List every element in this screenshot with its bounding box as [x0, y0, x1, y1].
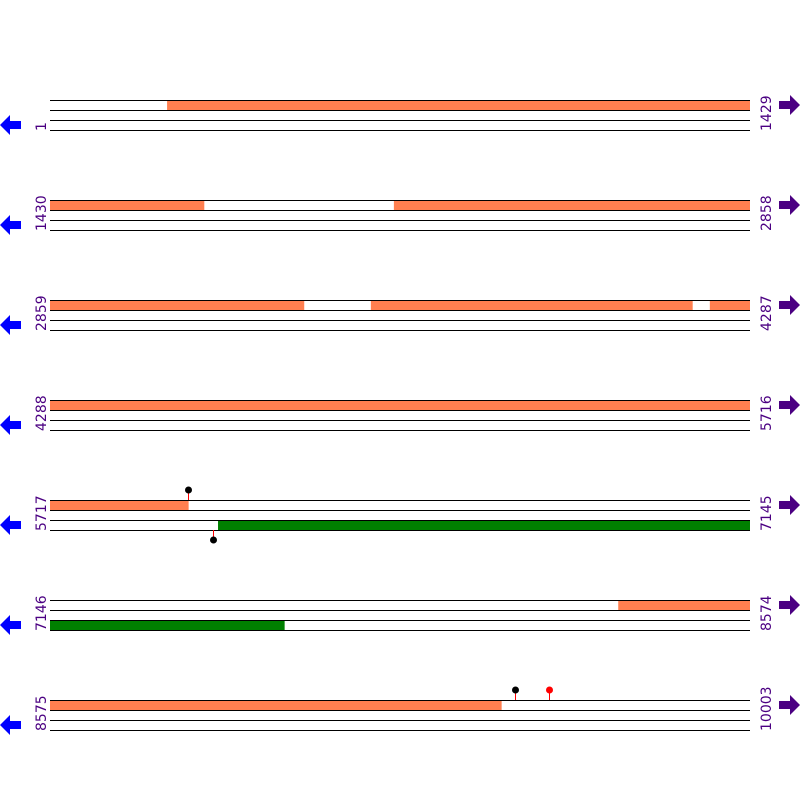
forward-feature	[50, 300, 305, 310]
row-start-label: 2859	[34, 295, 50, 331]
arrow-left-icon	[0, 615, 21, 635]
arrow-right-icon	[779, 295, 800, 315]
arrow-right-icon	[779, 495, 800, 515]
row-start-label: 7146	[34, 595, 50, 631]
arrow-left-icon	[0, 115, 21, 135]
forward-feature	[50, 400, 750, 410]
arrow-left-icon	[0, 515, 21, 535]
reverse-feature	[50, 620, 285, 630]
row-end-label: 8574	[759, 595, 775, 631]
row-start-label: 4288	[34, 395, 50, 431]
site-marker	[210, 536, 217, 544]
forward-feature	[167, 100, 750, 110]
site-marker	[185, 486, 192, 494]
forward-feature	[618, 600, 750, 610]
row-end-label: 4287	[759, 295, 775, 331]
forward-feature	[50, 700, 502, 710]
forward-feature	[370, 300, 693, 310]
site-marker	[546, 686, 553, 694]
row-end-label: 7145	[759, 495, 775, 531]
row-end-label: 1429	[759, 95, 775, 131]
forward-feature	[50, 500, 189, 510]
row-start-label: 1430	[34, 195, 50, 231]
arrow-right-icon	[779, 195, 800, 215]
arrow-right-icon	[779, 95, 800, 115]
forward-feature	[50, 200, 205, 210]
arrow-right-icon	[779, 695, 800, 715]
row-end-label: 10003	[759, 686, 775, 731]
reverse-feature	[218, 520, 750, 530]
arrow-left-icon	[0, 715, 21, 735]
site-marker	[512, 686, 519, 694]
row-start-label: 8575	[34, 695, 50, 731]
arrow-left-icon	[0, 315, 21, 335]
row-start-label: 5717	[34, 495, 50, 531]
arrow-left-icon	[0, 415, 21, 435]
arrow-right-icon	[779, 595, 800, 615]
row-end-label: 5716	[759, 395, 775, 431]
arrow-left-icon	[0, 215, 21, 235]
arrow-right-icon	[779, 395, 800, 415]
row-start-label: 1	[34, 122, 50, 131]
forward-feature	[709, 300, 750, 310]
row-end-label: 2858	[759, 195, 775, 231]
forward-feature	[393, 200, 750, 210]
